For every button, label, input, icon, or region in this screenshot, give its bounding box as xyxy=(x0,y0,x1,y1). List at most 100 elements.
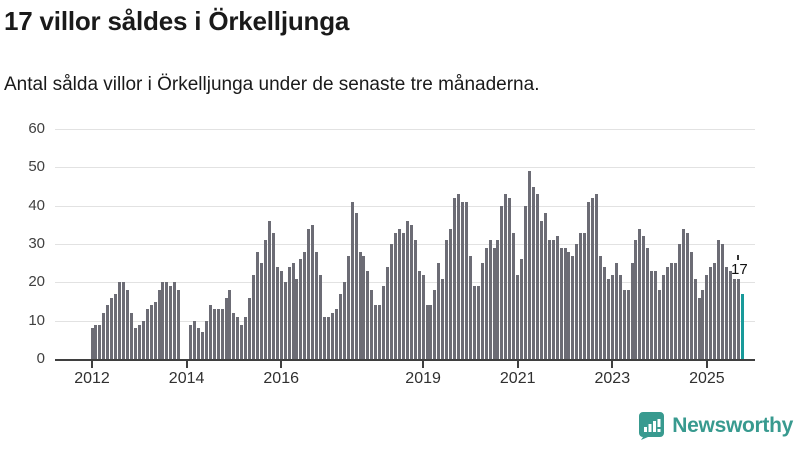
bar xyxy=(208,305,212,359)
bar xyxy=(354,213,358,359)
bar xyxy=(279,270,283,359)
bar xyxy=(358,251,362,359)
bar xyxy=(461,201,465,359)
bar xyxy=(500,205,504,359)
bar xyxy=(311,224,315,359)
bar xyxy=(618,274,622,359)
last-value-annotation: 17 xyxy=(731,261,748,278)
chart-subtitle: Antal sålda villor i Örkelljunga under d… xyxy=(4,74,540,95)
bar xyxy=(137,324,141,359)
bar xyxy=(559,247,563,359)
bar xyxy=(342,282,346,359)
bar xyxy=(539,221,543,359)
bar xyxy=(118,282,122,359)
bar xyxy=(492,247,496,359)
bar xyxy=(192,320,196,359)
bar xyxy=(583,232,587,359)
bar xyxy=(307,228,311,359)
bar xyxy=(350,201,354,359)
bar xyxy=(366,270,370,359)
x-axis-line xyxy=(55,359,755,361)
bar xyxy=(382,286,386,359)
bar xyxy=(141,320,145,359)
bar xyxy=(236,316,240,359)
bar xyxy=(531,186,535,359)
bar xyxy=(397,228,401,359)
bar xyxy=(287,267,291,359)
bar xyxy=(173,282,177,359)
bar xyxy=(555,236,559,359)
newsworthy-logo: Newsworthy xyxy=(637,411,793,440)
bar xyxy=(299,259,303,359)
x-axis-label-2025: 2025 xyxy=(689,370,725,387)
bar xyxy=(177,290,181,359)
bar xyxy=(468,255,472,359)
bar xyxy=(721,244,725,359)
bar xyxy=(642,236,646,359)
bar xyxy=(200,332,204,359)
bar xyxy=(94,324,98,359)
bar xyxy=(338,293,342,359)
bar xyxy=(543,213,547,359)
bar xyxy=(563,247,567,359)
bar xyxy=(114,293,118,359)
bar xyxy=(98,324,102,359)
x-axis-label-2012: 2012 xyxy=(74,370,110,387)
bar xyxy=(669,263,673,359)
annotation-marker xyxy=(737,255,739,260)
bar xyxy=(464,201,468,359)
bar xyxy=(149,305,153,359)
bar xyxy=(630,263,634,359)
bar xyxy=(665,267,669,359)
bar xyxy=(567,251,571,359)
bar xyxy=(315,251,319,359)
bar xyxy=(110,297,114,359)
bar xyxy=(705,274,709,359)
bar xyxy=(673,263,677,359)
bar xyxy=(681,228,685,359)
bar xyxy=(508,198,512,359)
bar xyxy=(449,228,453,359)
bar xyxy=(417,270,421,359)
bar xyxy=(535,194,539,359)
bar xyxy=(437,263,441,359)
bar xyxy=(512,232,516,359)
bar xyxy=(303,251,307,359)
bar xyxy=(153,301,157,359)
bar xyxy=(658,290,662,359)
bar xyxy=(634,240,638,359)
y-axis-label-40: 40 xyxy=(28,196,45,214)
bar xyxy=(591,198,595,359)
bar xyxy=(409,224,413,359)
bar xyxy=(165,282,169,359)
bar xyxy=(405,221,409,359)
bar xyxy=(701,290,705,359)
bar xyxy=(102,313,106,359)
x-tick-2025 xyxy=(705,361,708,368)
bar xyxy=(598,255,602,359)
bar-latest-highlight xyxy=(740,293,744,359)
bar xyxy=(240,324,244,359)
bar xyxy=(394,232,397,359)
bar xyxy=(441,278,445,359)
bar xyxy=(646,247,650,359)
bar xyxy=(520,259,524,359)
gridline-10 xyxy=(55,320,755,322)
gridline-60 xyxy=(55,129,755,130)
bar xyxy=(571,255,575,359)
x-axis-label-2016: 2016 xyxy=(263,370,299,387)
bar xyxy=(729,270,733,359)
bar xyxy=(453,198,457,359)
bar xyxy=(457,194,461,359)
bar xyxy=(370,290,374,359)
bar xyxy=(732,278,736,359)
bar xyxy=(425,305,429,359)
bar xyxy=(713,263,717,359)
bar xyxy=(232,313,236,359)
bar xyxy=(295,278,299,359)
gridline-50 xyxy=(55,167,755,169)
newsworthy-wordmark: Newsworthy xyxy=(672,413,793,437)
bar xyxy=(248,297,252,359)
bar xyxy=(323,316,327,359)
x-tick-2014 xyxy=(185,361,188,368)
